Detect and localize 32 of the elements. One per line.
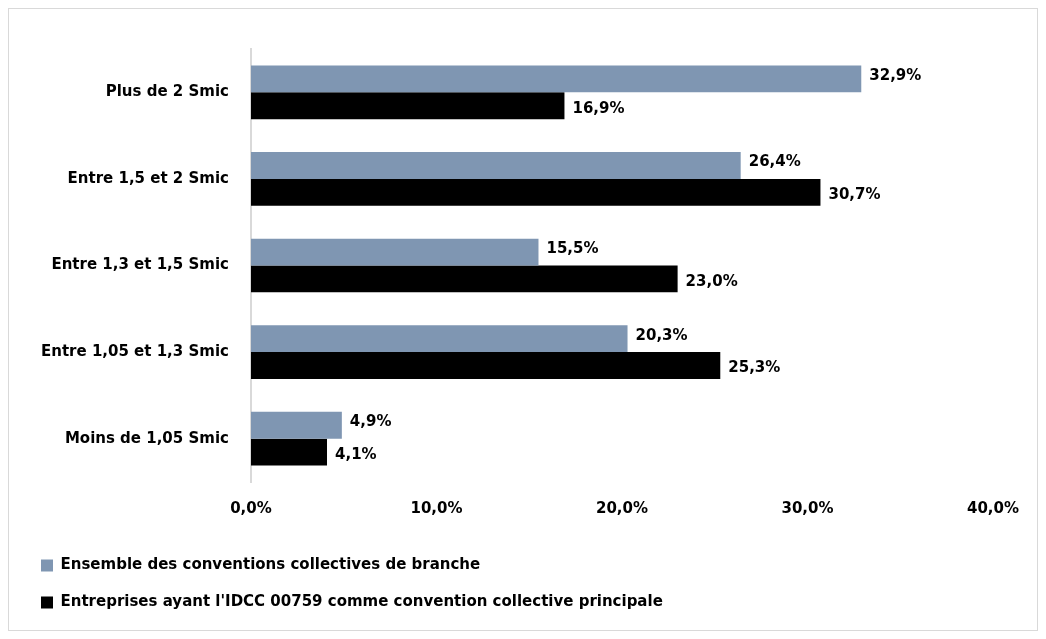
bar — [250, 265, 678, 293]
bar — [250, 65, 862, 93]
data-label: 4,1% — [335, 445, 377, 464]
y-tick-label: Entre 1,05 et 1,3 Smic — [40, 341, 229, 360]
x-tick-label: 20,0% — [595, 498, 648, 517]
bar — [250, 352, 721, 379]
bar — [250, 152, 741, 179]
data-label: 16,9% — [572, 98, 625, 117]
x-tick-label: 10,0% — [410, 498, 463, 517]
bar — [250, 238, 539, 266]
data-label: 25,3% — [728, 358, 781, 377]
bar — [250, 438, 328, 466]
x-tick-label: 40,0% — [966, 498, 1019, 517]
data-label: 23,0% — [685, 271, 738, 290]
y-tick-label: Entre 1,5 et 2 Smic — [67, 168, 229, 187]
legend-label: Ensemble des conventions collectives de branche — [60, 555, 481, 574]
data-label: 30,7% — [828, 185, 881, 204]
data-label: 20,3% — [635, 325, 688, 344]
y-tick-label: Plus de 2 Smic — [105, 82, 229, 101]
x-tick-label: 0,0% — [230, 498, 272, 517]
data-label: 15,5% — [546, 238, 599, 257]
bar — [250, 325, 628, 353]
y-tick-label: Moins de 1,05 Smic — [64, 428, 229, 447]
bar — [250, 92, 565, 120]
bar — [250, 411, 342, 439]
bar — [250, 178, 821, 206]
legend-label: Entreprises ayant l'IDCC 00759 comme convention collective principale — [60, 592, 663, 611]
data-label: 26,4% — [748, 152, 801, 171]
data-label: 4,9% — [349, 412, 392, 431]
x-tick-label: 30,0% — [781, 498, 834, 517]
data-label: 32,9% — [869, 65, 922, 84]
y-tick-label: Entre 1,3 et 1,5 Smic — [51, 255, 229, 274]
